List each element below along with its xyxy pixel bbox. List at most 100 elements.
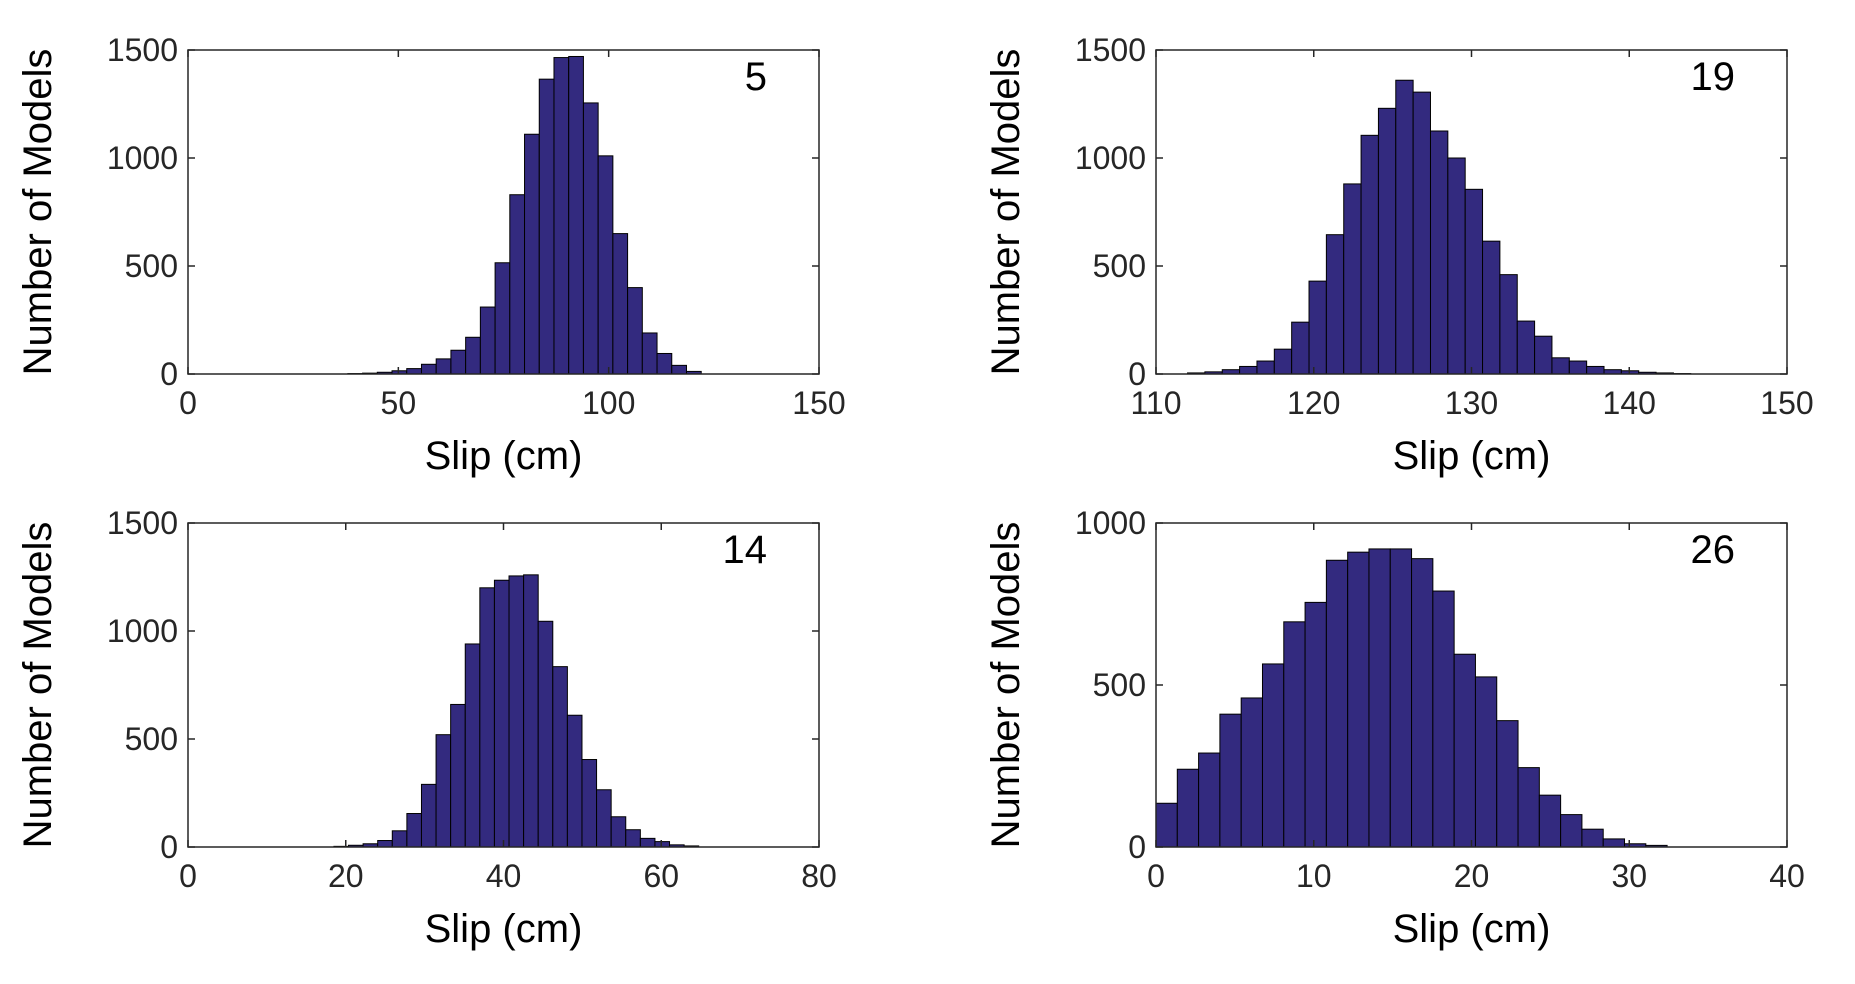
x-tick-label: 40 xyxy=(1769,858,1805,894)
y-axis-label: Number of Models xyxy=(16,49,60,376)
y-tick-label: 1000 xyxy=(107,613,178,649)
histogram-bar xyxy=(1581,828,1604,848)
y-tick-label: 500 xyxy=(1093,667,1146,703)
y-axis-label: Number of Models xyxy=(984,522,1028,849)
y-tick-label: 0 xyxy=(160,356,178,392)
histogram-bar xyxy=(596,789,612,848)
histogram-bar xyxy=(523,574,539,848)
histogram-bar xyxy=(625,829,641,848)
histogram-bar xyxy=(524,133,540,375)
histogram-bar xyxy=(494,262,511,375)
histogram-bar xyxy=(1464,188,1484,375)
histogram-bar xyxy=(1343,183,1362,375)
panel-number-label: 19 xyxy=(1691,55,1736,99)
histogram-bar xyxy=(1377,107,1397,375)
y-axis-label: Number of Models xyxy=(16,522,60,849)
histogram-bar xyxy=(406,368,422,375)
histogram-bar xyxy=(582,102,599,375)
histogram-bar xyxy=(479,306,496,375)
histogram-bar xyxy=(568,55,584,375)
panel-number-label: 5 xyxy=(745,55,767,99)
x-tick-label: 20 xyxy=(328,858,364,894)
y-tick-label: 0 xyxy=(1128,829,1146,865)
histogram-bar xyxy=(450,349,467,375)
histogram-bar xyxy=(1560,814,1583,848)
x-tick-label: 0 xyxy=(179,858,197,894)
histogram-bar xyxy=(1304,601,1327,848)
x-tick-label: 150 xyxy=(1760,385,1813,421)
histogram-bar xyxy=(1534,335,1553,375)
histogram-bar xyxy=(1256,360,1275,375)
histogram-bar xyxy=(1325,559,1349,848)
histogram-bar xyxy=(1453,653,1476,848)
histogram-bar xyxy=(508,575,525,848)
histogram-bar xyxy=(656,352,673,375)
x-tick-label: 30 xyxy=(1611,858,1647,894)
histogram-bar xyxy=(1389,548,1413,848)
histogram-bar xyxy=(612,233,629,375)
histogram-bar xyxy=(1551,357,1570,375)
histogram-bar xyxy=(1155,802,1178,848)
x-tick-label: 0 xyxy=(179,385,197,421)
y-tick-label: 0 xyxy=(160,829,178,865)
histogram-bar xyxy=(377,840,393,848)
histogram-bar xyxy=(1447,157,1466,375)
x-tick-label: 40 xyxy=(486,858,522,894)
histogram-bar xyxy=(479,587,495,848)
x-axis-label: Slip (cm) xyxy=(1393,907,1551,951)
histogram-bar xyxy=(1411,558,1434,848)
histogram-bar xyxy=(654,841,671,848)
y-tick-label: 500 xyxy=(1093,248,1146,284)
histogram-bar xyxy=(1395,79,1414,375)
y-axis-label: Number of Models xyxy=(984,49,1028,376)
histogram-bar xyxy=(420,783,437,848)
histogram-bar xyxy=(464,643,481,848)
histogram-panel-14: 0 20 40 60 80 0 500 1000 1500 Slip (cm) Number of … xyxy=(16,505,837,951)
histogram-bar xyxy=(1198,752,1221,848)
histogram-bar xyxy=(406,813,422,848)
histogram-bar xyxy=(1347,551,1370,848)
x-tick-label: 80 xyxy=(801,858,837,894)
histogram-bar xyxy=(597,155,614,375)
histogram-bar xyxy=(391,830,408,848)
x-tick-label: 60 xyxy=(643,858,679,894)
histogram-bar xyxy=(1474,676,1498,848)
histogram-bar xyxy=(538,78,555,375)
x-tick-label: 130 xyxy=(1445,385,1498,421)
histogram-bar xyxy=(610,816,627,848)
y-tick-label: 1500 xyxy=(1075,32,1146,68)
y-tick-label: 1000 xyxy=(1075,140,1146,176)
panel-number-label: 26 xyxy=(1691,528,1736,572)
histogram-bar xyxy=(1499,274,1518,375)
y-tick-label: 500 xyxy=(125,248,178,284)
x-tick-label: 100 xyxy=(582,385,635,421)
histogram-bar xyxy=(1517,767,1540,848)
histogram-bar xyxy=(641,332,658,375)
x-tick-label: 20 xyxy=(1454,858,1490,894)
histogram-bar xyxy=(1412,91,1431,375)
histogram-bar xyxy=(566,714,583,848)
histogram-bar xyxy=(1308,280,1327,375)
y-tick-label: 1000 xyxy=(1075,505,1146,541)
histogram-bar xyxy=(465,336,481,375)
histogram-bar xyxy=(1239,365,1258,375)
histogram-bar xyxy=(639,837,656,848)
histogram-bar xyxy=(1261,663,1285,848)
histogram-bar xyxy=(1496,720,1519,848)
histogram-bar xyxy=(1586,365,1605,375)
y-tick-label: 0 xyxy=(1128,356,1146,392)
plot-frame xyxy=(187,49,820,375)
x-tick-label: 0 xyxy=(1147,858,1165,894)
histogram-bar xyxy=(435,734,452,848)
histogram-bar xyxy=(1240,697,1263,848)
panel-number-label: 14 xyxy=(723,528,768,572)
histogram-bar xyxy=(1538,794,1562,848)
histogram-bar xyxy=(1273,348,1293,375)
histogram-bar xyxy=(553,57,570,375)
histogram-bar xyxy=(1602,838,1626,848)
histogram-bar xyxy=(1283,621,1306,848)
histogram-bar xyxy=(1568,360,1588,375)
histogram-bar xyxy=(1429,130,1449,375)
